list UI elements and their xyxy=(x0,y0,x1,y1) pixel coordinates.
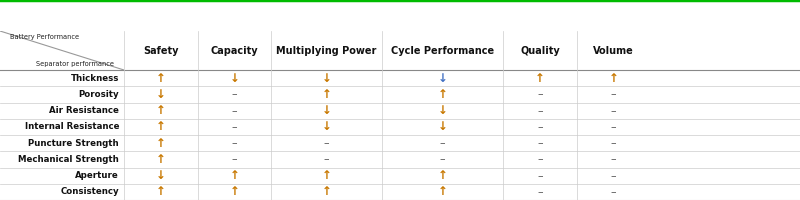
Text: –: – xyxy=(610,171,617,181)
Text: –: – xyxy=(610,187,617,197)
Text: Battery Performance: Battery Performance xyxy=(10,34,79,40)
Text: –: – xyxy=(439,138,446,148)
Text: ↑: ↑ xyxy=(322,88,331,101)
Text: ↓: ↓ xyxy=(438,72,447,85)
Text: –: – xyxy=(610,122,617,132)
Text: ↓: ↓ xyxy=(156,169,166,182)
Text: ↑: ↑ xyxy=(156,137,166,150)
Text: –: – xyxy=(323,138,330,148)
Text: –: – xyxy=(610,154,617,164)
Text: ↑: ↑ xyxy=(156,185,166,198)
Text: –: – xyxy=(610,106,617,116)
Text: ↑: ↑ xyxy=(609,72,618,85)
Text: ↓: ↓ xyxy=(322,120,331,133)
Text: Porosity: Porosity xyxy=(78,90,119,99)
Text: –: – xyxy=(231,138,238,148)
Text: –: – xyxy=(537,138,543,148)
Text: Air Resistance: Air Resistance xyxy=(49,106,119,115)
Text: –: – xyxy=(231,154,238,164)
Text: Mechanical Strength: Mechanical Strength xyxy=(18,155,119,164)
Text: ↑: ↑ xyxy=(322,185,331,198)
Text: ↓: ↓ xyxy=(322,104,331,117)
Text: Correlation comparison between some separator performance and battery performanc: Correlation comparison between some sepa… xyxy=(82,9,718,22)
Text: ↑: ↑ xyxy=(156,72,166,85)
Text: ↑: ↑ xyxy=(322,169,331,182)
Text: –: – xyxy=(323,154,330,164)
Text: Cycle Performance: Cycle Performance xyxy=(391,46,494,55)
Text: –: – xyxy=(231,122,238,132)
Text: –: – xyxy=(537,122,543,132)
Text: Multiplying Power: Multiplying Power xyxy=(276,46,377,55)
Text: –: – xyxy=(537,89,543,99)
Text: ↑: ↑ xyxy=(438,88,447,101)
Text: –: – xyxy=(610,138,617,148)
Text: Puncture Strength: Puncture Strength xyxy=(29,139,119,148)
Text: –: – xyxy=(537,106,543,116)
Text: ↑: ↑ xyxy=(156,104,166,117)
Text: –: – xyxy=(439,154,446,164)
Text: ↓: ↓ xyxy=(438,104,447,117)
Text: –: – xyxy=(537,171,543,181)
Text: Capacity: Capacity xyxy=(210,46,258,55)
Text: Consistency: Consistency xyxy=(61,187,119,196)
Text: ↑: ↑ xyxy=(438,185,447,198)
Text: ↓: ↓ xyxy=(322,72,331,85)
Text: –: – xyxy=(610,89,617,99)
Text: –: – xyxy=(231,89,238,99)
Text: ↑: ↑ xyxy=(156,153,166,166)
Text: –: – xyxy=(537,187,543,197)
Text: ↑: ↑ xyxy=(230,169,239,182)
Text: Separator performance: Separator performance xyxy=(36,61,114,67)
Text: ↓: ↓ xyxy=(230,72,239,85)
Text: Quality: Quality xyxy=(520,46,560,55)
Text: Aperture: Aperture xyxy=(75,171,119,180)
Text: ↑: ↑ xyxy=(156,120,166,133)
Text: Internal Resistance: Internal Resistance xyxy=(25,122,119,131)
Text: ↓: ↓ xyxy=(438,120,447,133)
Text: ↓: ↓ xyxy=(156,88,166,101)
Text: Volume: Volume xyxy=(594,46,634,55)
Text: Thickness: Thickness xyxy=(70,74,119,83)
Text: Safety: Safety xyxy=(143,46,178,55)
Text: ↑: ↑ xyxy=(535,72,545,85)
Text: ↑: ↑ xyxy=(230,185,239,198)
Text: ↑: ↑ xyxy=(438,169,447,182)
Text: –: – xyxy=(231,106,238,116)
Text: –: – xyxy=(537,154,543,164)
